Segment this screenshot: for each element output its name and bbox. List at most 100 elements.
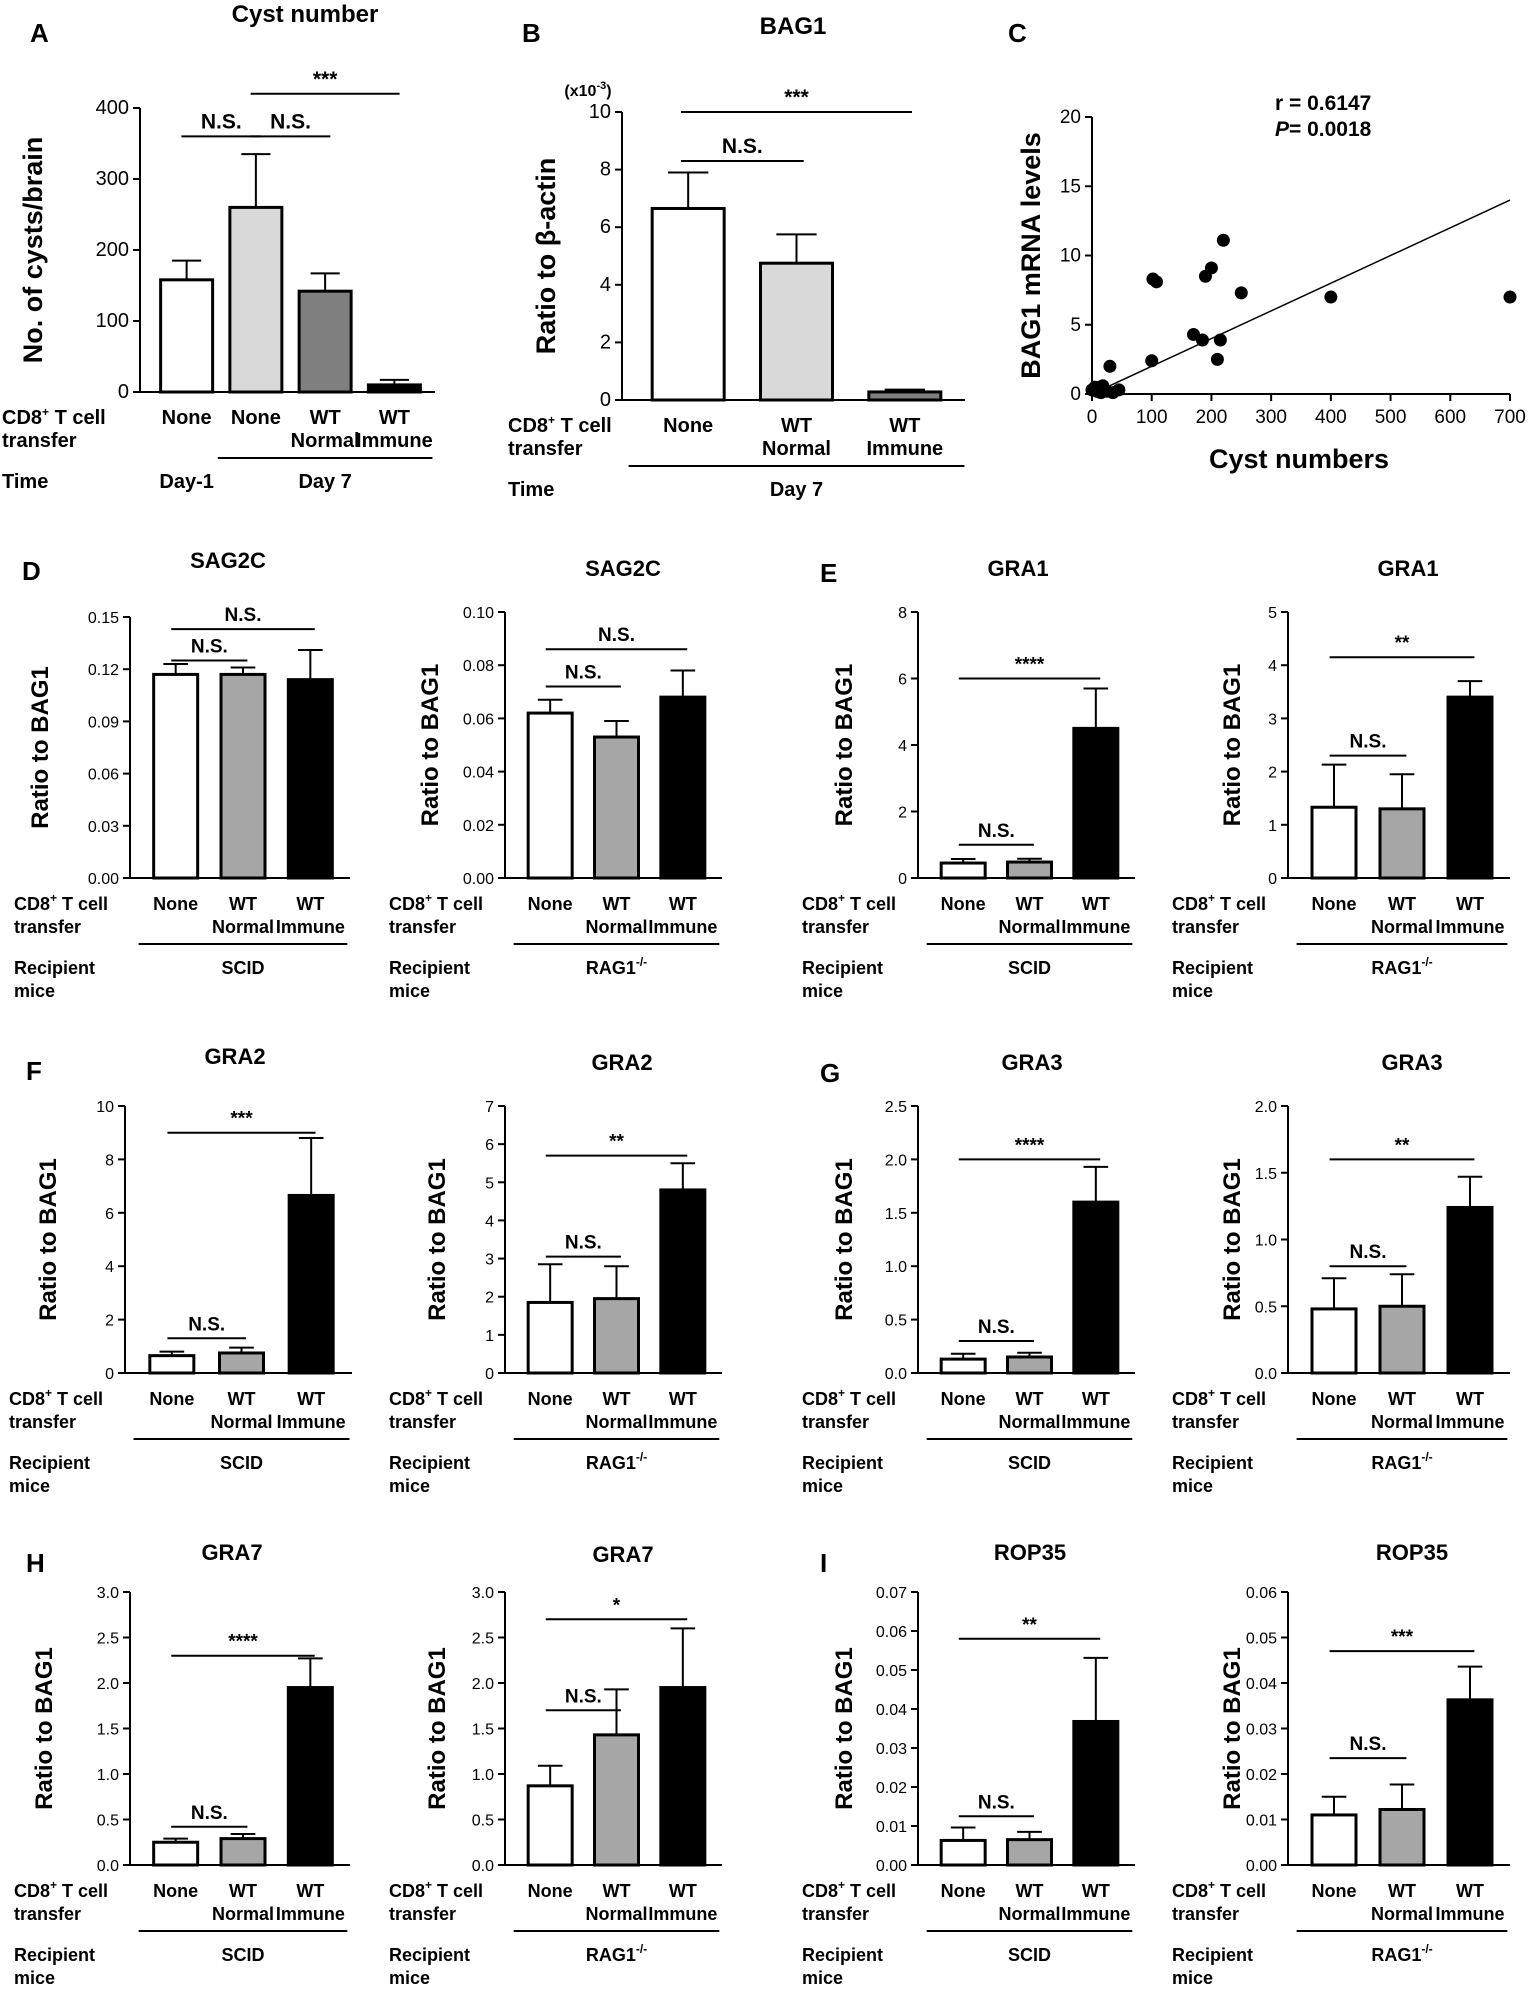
category-label: None [528, 894, 573, 914]
row-label-cd8-superscript: + [838, 1386, 845, 1400]
category-label: WT [229, 894, 257, 914]
y-tick-label: 5 [485, 1175, 494, 1192]
category-label: Normal [1371, 1412, 1433, 1432]
bar [1378, 807, 1426, 880]
row-label-transfer: transfer [1172, 917, 1239, 937]
category-label: None [162, 407, 212, 429]
bar [759, 261, 834, 402]
bar [218, 1351, 265, 1375]
y-tick-label: 0.00 [88, 871, 119, 888]
panel-label-C: C [1008, 18, 1027, 48]
chart-title: GRA3 [1381, 1050, 1442, 1075]
category-label: Normal [585, 917, 647, 937]
row-label-cd8-rest: T cell [57, 894, 108, 914]
row-label-cd8-rest: T cell [52, 1389, 103, 1409]
y-tick-label: 0 [1268, 871, 1277, 888]
category-label: WT [297, 1389, 325, 1409]
bar [1446, 1205, 1494, 1375]
row-label-transfer: transfer [802, 1412, 869, 1432]
category-label: WT [603, 1881, 631, 1901]
group-label-superscript: -/- [1421, 955, 1432, 969]
bar [867, 390, 943, 402]
row-label-cd8-rest: T cell [845, 1389, 896, 1409]
data-point [1103, 359, 1117, 373]
y-tick-label: 3 [485, 1252, 494, 1269]
row-label-transfer: transfer [389, 917, 456, 937]
category-label: Immune [277, 1412, 346, 1432]
row-label-cd8: CD8+ T cell [14, 1878, 108, 1901]
y-tick-label: 2 [898, 805, 907, 822]
group-label: Day 7 [298, 471, 351, 493]
category-label: None [1312, 894, 1357, 914]
bar [152, 1840, 200, 1867]
bar [650, 206, 726, 402]
chart-F1: F GRA2 0 2 4 6 8 10 Ratio to BAG1 N.S. *** None WT No… [9, 1044, 352, 1496]
category-label: Normal [585, 1412, 647, 1432]
regression-line [1091, 199, 1511, 395]
row-label-recipient: Recipient [9, 1453, 90, 1473]
row-label-mice: mice [802, 1476, 843, 1496]
y-axis-label: Ratio to BAG1 [831, 1158, 858, 1321]
significance-label: N.S. [722, 135, 763, 158]
category-label: None [941, 1389, 986, 1409]
group-label: SCID [1008, 1945, 1051, 1965]
category-label: WT [669, 1389, 697, 1409]
significance-label: N.S. [191, 637, 228, 658]
group-label-superscript: -/- [1421, 1450, 1432, 1464]
row-label-cd8: CD8+ T cell [802, 891, 896, 914]
category-label: Normal [212, 1904, 274, 1924]
category-label: Normal [1371, 917, 1433, 937]
row-label-transfer: transfer [1172, 1412, 1239, 1432]
chart-A: A Cyst number 0 100 200 300 400 No. of cysts/br… [2, 1, 435, 493]
group-label-superscript: -/- [1421, 1942, 1432, 1956]
data-point [1149, 275, 1163, 289]
bar [152, 672, 200, 880]
chart-B: B BAG1 0 2 4 6 8 10 Ratio to β-actin (x10-3) N.S. *… [508, 13, 965, 501]
data-point [1234, 286, 1248, 300]
chart-H2: GRA7 0.0 0.5 1.0 1.5 2.0 2.5 3.0 Ratio to BAG1 N.… [389, 1542, 722, 1988]
group-label: RAG1-/- [586, 955, 647, 978]
chart-title: GRA1 [1377, 556, 1438, 581]
row-label-transfer: transfer [14, 917, 81, 937]
row-label-cd8-superscript: + [838, 891, 845, 905]
row-label-recipient: Recipient [802, 958, 883, 978]
group-label-superscript: -/- [636, 1450, 647, 1464]
significance-label: N.S. [270, 110, 311, 133]
category-label: Immune [866, 438, 943, 460]
row-label-cd8-superscript: + [425, 1878, 432, 1892]
row-label-cd8: CD8+ T cell [802, 1386, 896, 1409]
y-tick-label: 0.5 [1255, 1299, 1277, 1316]
chart-title: GRA2 [591, 1050, 652, 1075]
row-label-transfer: transfer [508, 438, 583, 460]
chart-title: ROP35 [994, 1540, 1066, 1565]
y-tick-label: 2 [485, 1290, 494, 1307]
row-label-mice: mice [9, 1476, 50, 1496]
category-label: WT [310, 407, 341, 429]
bar [939, 1838, 987, 1867]
group-label: SCID [1008, 958, 1051, 978]
bar [1072, 1200, 1120, 1375]
y-axis-label: Ratio to BAG1 [27, 666, 54, 829]
bar [1310, 1813, 1358, 1867]
bar [148, 1354, 196, 1375]
row-label-mice: mice [389, 1476, 430, 1496]
significance-label: **** [1015, 1135, 1045, 1156]
category-label: WT [379, 407, 410, 429]
row-label-cd8-rest: T cell [845, 1881, 896, 1901]
y-tick-label: 1 [485, 1328, 494, 1345]
y-tick-label: 2.5 [885, 1099, 907, 1116]
category-label: WT [229, 1881, 257, 1901]
bar [659, 1686, 707, 1867]
category-label: WT [296, 894, 324, 914]
y-tick-label: 1.5 [97, 1722, 119, 1739]
row-label-transfer: transfer [802, 917, 869, 937]
bar [1310, 1307, 1358, 1375]
y-tick-label: 0.5 [97, 1813, 119, 1830]
chart-title: GRA7 [592, 1542, 653, 1567]
bar [526, 1784, 574, 1867]
y-tick-label: 2.0 [885, 1152, 907, 1169]
y-tick-label: 0.0 [885, 1366, 907, 1383]
category-label: None [153, 894, 198, 914]
row-label-cd8: CD8+ T cell [389, 1386, 483, 1409]
